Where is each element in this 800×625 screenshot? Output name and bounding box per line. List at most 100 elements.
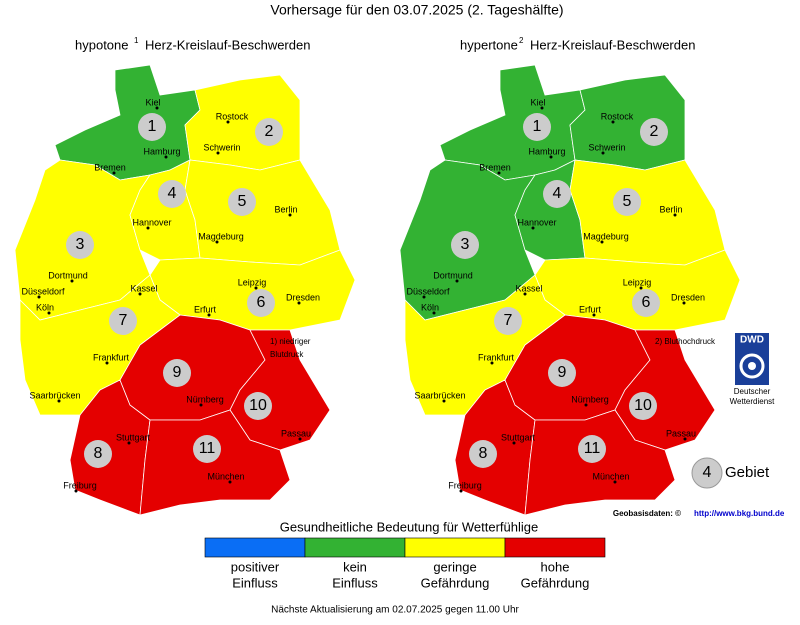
logo-swirl-center xyxy=(748,362,756,370)
city-label: Passau xyxy=(666,428,696,438)
region-badge xyxy=(629,392,657,420)
region-number: 4 xyxy=(168,185,177,202)
region-badge xyxy=(138,113,166,141)
city-label: München xyxy=(592,471,629,481)
logo-text: Wetterdienst xyxy=(730,397,776,406)
city-label: Düsseldorf xyxy=(21,286,65,296)
legend-label: Gefährdung xyxy=(521,575,590,590)
city-label: Kassel xyxy=(130,283,157,293)
city-label: Freiburg xyxy=(63,480,97,490)
city-label: Düsseldorf xyxy=(406,286,450,296)
city-label: Rostock xyxy=(601,111,634,121)
city-label: Kiel xyxy=(145,97,160,107)
region-badge xyxy=(632,289,660,317)
city-dot xyxy=(216,151,220,155)
city-dot xyxy=(497,171,501,175)
city-dot xyxy=(207,313,211,317)
map-note: Blutdruck xyxy=(270,350,304,359)
city-dot xyxy=(432,311,436,315)
city-dot xyxy=(673,213,677,217)
region-number: 9 xyxy=(558,364,567,381)
city-label: Bremen xyxy=(479,162,511,172)
city-dot xyxy=(298,437,302,441)
region-number: 1 xyxy=(533,118,542,135)
map: hypotone 1 Herz-Kreislauf-Beschwerden Kiel R… xyxy=(14,36,356,516)
city-dot xyxy=(138,292,142,296)
city-label: Magdeburg xyxy=(583,231,629,241)
city-label: Dresden xyxy=(671,292,705,302)
region xyxy=(569,74,686,171)
region-badge xyxy=(469,440,497,468)
city-dot xyxy=(155,106,159,110)
legend-swatch xyxy=(404,537,506,558)
region-number: 3 xyxy=(461,236,470,253)
city-label: Dortmund xyxy=(48,270,88,280)
region-number: 5 xyxy=(623,193,632,210)
region-number: 1 xyxy=(148,118,157,135)
city-dot xyxy=(164,155,168,159)
region-badge xyxy=(451,231,479,259)
region-badge xyxy=(578,435,606,463)
city-label: Saarbrücken xyxy=(414,390,465,400)
region-number: 10 xyxy=(249,397,267,414)
city-dot xyxy=(146,226,150,230)
region-badge xyxy=(163,359,191,387)
legend-swatch xyxy=(304,537,406,558)
city-label: Freiburg xyxy=(448,480,482,490)
legend-label: kein xyxy=(343,559,367,574)
logo-name: DWD xyxy=(740,335,764,346)
region-badge xyxy=(494,307,522,335)
city-dot xyxy=(288,213,292,217)
city-label: Köln xyxy=(421,302,439,312)
region-badge xyxy=(244,392,272,420)
city-dot xyxy=(47,311,51,315)
city-label: Köln xyxy=(36,302,54,312)
city-dot xyxy=(549,155,553,159)
source-link[interactable]: http://www.bkg.bund.de xyxy=(694,509,785,518)
region-badge xyxy=(247,289,275,317)
city-dot xyxy=(601,151,605,155)
logo-swirl xyxy=(739,353,765,379)
city-dot xyxy=(215,240,219,244)
city-dot xyxy=(226,120,230,124)
region-number: 11 xyxy=(584,440,601,457)
city-label: Leipzig xyxy=(238,277,267,287)
region xyxy=(569,159,726,266)
city-dot xyxy=(455,279,459,283)
map-title-mark: 2 xyxy=(519,36,524,45)
city-dot xyxy=(592,313,596,317)
city-dot xyxy=(613,480,617,484)
city-label: Saarbrücken xyxy=(29,390,80,400)
city-dot xyxy=(105,361,109,365)
city-label: Dresden xyxy=(286,292,320,302)
city-label: Dortmund xyxy=(433,270,473,280)
city-dot xyxy=(682,301,686,305)
city-dot xyxy=(37,295,41,299)
map-title-mark: 1 xyxy=(134,36,139,45)
city-label: Hamburg xyxy=(528,146,565,156)
city-dot xyxy=(683,437,687,441)
map: hypertone 2 Herz-Kreislauf-BeschwerdenKiel… xyxy=(399,36,741,516)
city-dot xyxy=(254,286,258,290)
key-symbol: 4 xyxy=(703,464,712,481)
city-dot xyxy=(459,489,463,493)
city-label: Magdeburg xyxy=(198,231,244,241)
key-label: Gebiet xyxy=(725,464,770,481)
region-badge xyxy=(543,180,571,208)
city-label: Stuttgart xyxy=(116,432,151,442)
legend-label: geringe xyxy=(433,559,476,574)
map-note: 2) Bluthochdruck xyxy=(655,337,716,346)
legend-label: hohe xyxy=(541,559,570,574)
city-label: Stuttgart xyxy=(501,432,536,442)
city-dot xyxy=(490,361,494,365)
region-number: 10 xyxy=(634,397,652,414)
source-label: Geobasisdaten: © xyxy=(613,509,681,518)
city-label: Berlin xyxy=(659,204,682,214)
city-dot xyxy=(297,301,301,305)
city-label: Hannover xyxy=(517,217,556,227)
city-label: Kiel xyxy=(530,97,545,107)
city-label: Hamburg xyxy=(143,146,180,156)
legend-label: Einfluss xyxy=(332,575,378,590)
city-dot xyxy=(523,292,527,296)
region xyxy=(139,409,291,516)
